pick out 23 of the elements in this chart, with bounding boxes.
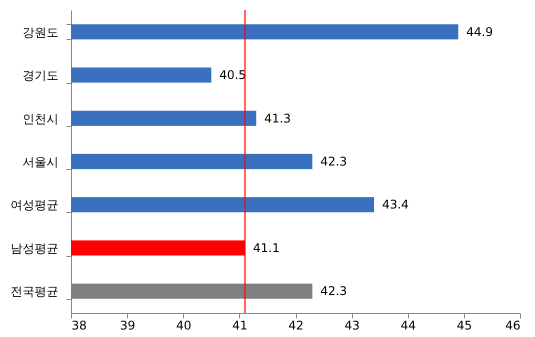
y-tick-label: 전국평균 xyxy=(10,284,58,299)
x-tick-label: 39 xyxy=(120,318,136,332)
x-tick-label: 44 xyxy=(400,318,416,332)
y-tick-label: 남성평균 xyxy=(10,241,58,256)
data-label: 40.5 xyxy=(219,68,246,82)
y-tick-label: 강원도 xyxy=(22,25,58,40)
y-tick-label: 여성평균 xyxy=(10,198,58,212)
x-tick-label: 46 xyxy=(505,318,520,332)
data-label: 43.4 xyxy=(382,198,409,212)
y-tick-label: 서울시 xyxy=(22,155,58,169)
data-label: 42.3 xyxy=(320,154,348,168)
x-tick-label: 38 xyxy=(72,318,87,332)
x-tick-label: 43 xyxy=(344,318,360,332)
x-tick-label: 45 xyxy=(456,318,472,332)
x-tick-label: 40 xyxy=(176,318,192,332)
y-tick-label: 경기도 xyxy=(22,68,58,83)
x-tick-label: 42 xyxy=(288,318,304,332)
data-label: 42.3 xyxy=(320,284,348,298)
data-label: 44.9 xyxy=(466,24,493,39)
y-tick-label: 인천시 xyxy=(22,112,58,126)
x-tick-label: 41 xyxy=(232,318,248,332)
data-label: 41.1 xyxy=(252,240,280,255)
data-label: 41.3 xyxy=(264,111,291,126)
